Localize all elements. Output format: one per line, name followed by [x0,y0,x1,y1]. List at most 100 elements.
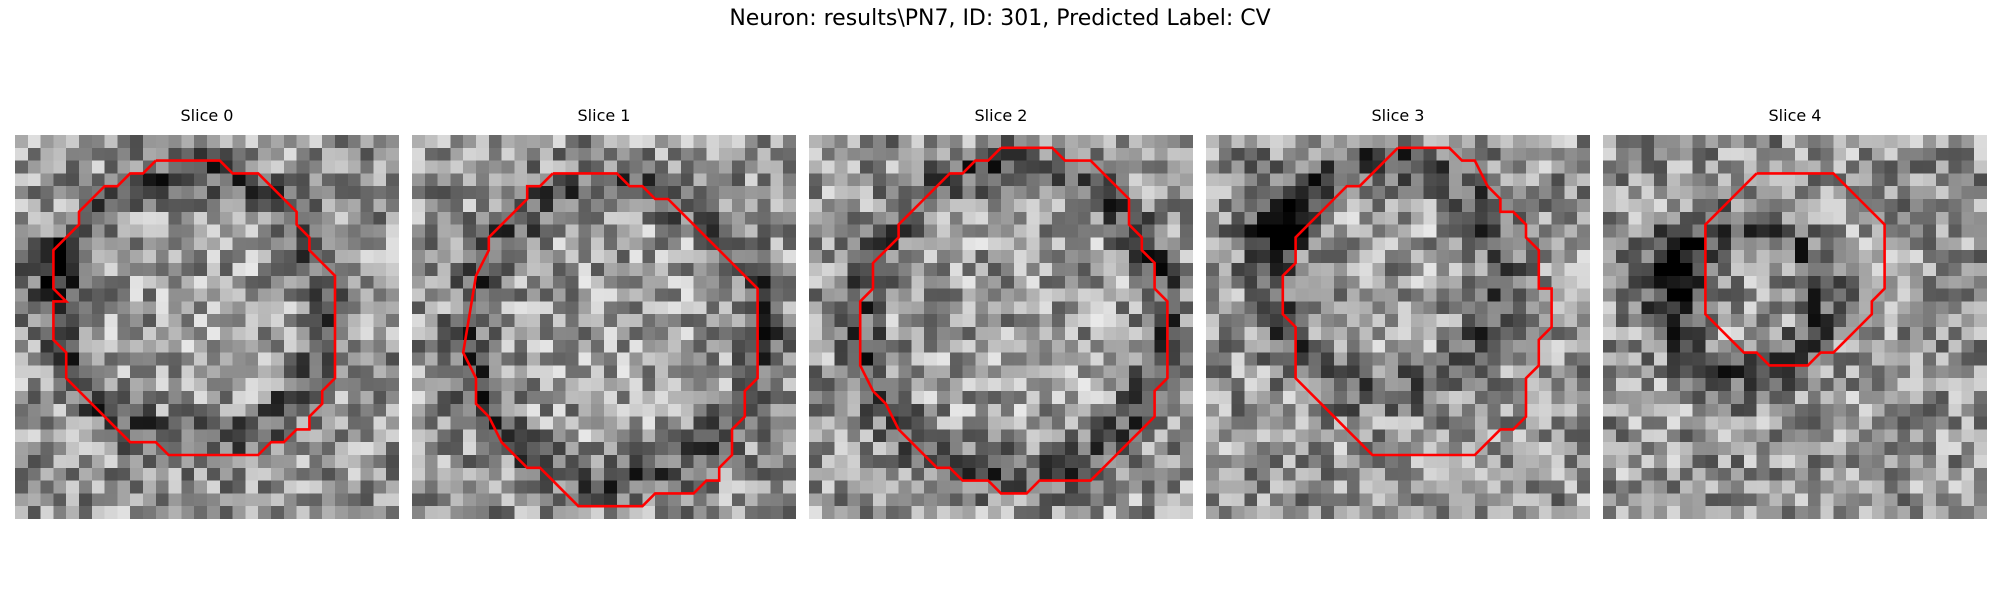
pixel [1065,250,1078,263]
pixel [1564,417,1577,430]
pixel [1360,263,1373,276]
pixel [1103,289,1116,302]
pixel [1360,378,1373,391]
pixel [975,493,988,506]
pixel [1961,378,1974,391]
pixel [860,301,873,314]
pixel [1846,442,1859,455]
pixel [1142,173,1155,186]
pixel [1513,148,1526,161]
pixel [745,237,758,250]
pixel [348,327,361,340]
pixel [873,327,886,340]
pixel [1577,301,1590,314]
pixel [1411,301,1424,314]
pixel [297,506,310,519]
pixel [553,455,566,468]
pixel [1334,199,1347,212]
pixel [322,250,335,263]
pixel [1078,148,1091,161]
pixel [1808,212,1821,225]
pixel [553,250,566,263]
pixel [668,237,681,250]
pixel [309,506,322,519]
pixel [1564,135,1577,148]
pixel [1974,301,1987,314]
pixel [1667,135,1680,148]
pixel [1757,417,1770,430]
pixel [950,276,963,289]
pixel [1757,468,1770,481]
pixel [899,442,912,455]
pixel [1769,340,1782,353]
pixel [950,173,963,186]
pixel [1449,365,1462,378]
pixel [1270,468,1283,481]
pixel [245,506,258,519]
pixel [1539,417,1552,430]
pixel [924,276,937,289]
pixel [1372,429,1385,442]
pixel [1475,404,1488,417]
pixel [1372,250,1385,263]
pixel [181,237,194,250]
pixel [514,161,527,174]
pixel [386,429,399,442]
pixel [1949,135,1962,148]
pixel [886,365,899,378]
pixel [309,289,322,302]
pixel [655,417,668,430]
pixel [1757,404,1770,417]
pixel [245,429,258,442]
pixel [1910,417,1923,430]
pixel [1091,212,1104,225]
pixel [233,289,246,302]
pixel [41,161,54,174]
pixel [1155,212,1168,225]
pixel [1744,327,1757,340]
pixel [809,455,822,468]
pixel [604,404,617,417]
pixel [924,301,937,314]
pixel [655,442,668,455]
pixel [1372,417,1385,430]
pixel [1360,199,1373,212]
pixel [630,135,643,148]
pixel [1180,186,1193,199]
pixel [1296,276,1309,289]
pixel [348,455,361,468]
pixel [361,429,374,442]
pixel [1167,263,1180,276]
pixel [1257,276,1270,289]
pixel [271,506,284,519]
pixel [899,391,912,404]
pixel [1103,365,1116,378]
pixel [963,327,976,340]
pixel [1693,340,1706,353]
pixel [117,314,130,327]
pixel [1001,455,1014,468]
pixel [630,506,643,519]
pixel [1308,186,1321,199]
pixel [540,506,553,519]
pixel [1206,442,1219,455]
pixel [348,404,361,417]
pixel [1897,365,1910,378]
pixel [809,148,822,161]
pixel [1103,263,1116,276]
pixel [1232,442,1245,455]
pixel [1270,148,1283,161]
pixel [1398,289,1411,302]
pixel [1795,340,1808,353]
pixel [1949,365,1962,378]
pixel [1142,455,1155,468]
pixel [860,314,873,327]
pixel [373,212,386,225]
pixel [783,417,796,430]
pixel [911,340,924,353]
pixel [1372,365,1385,378]
pixel [835,365,848,378]
pixel [1923,340,1936,353]
pixel [1731,161,1744,174]
pixel [591,340,604,353]
